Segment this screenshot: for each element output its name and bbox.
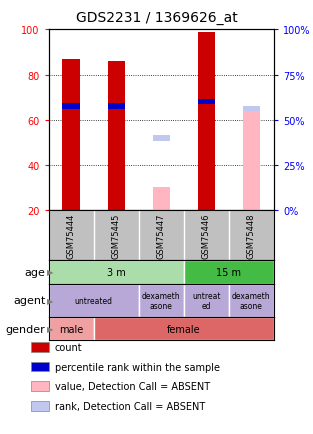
Bar: [139, 284, 184, 317]
Text: age: age: [24, 267, 45, 277]
Bar: [184, 284, 229, 317]
Bar: [153, 188, 170, 210]
Bar: [229, 284, 274, 317]
Text: GSM75444: GSM75444: [67, 213, 75, 258]
Bar: [198, 33, 215, 210]
Text: male: male: [59, 324, 83, 334]
Text: 3 m: 3 m: [107, 267, 126, 277]
Text: dexameth
asone: dexameth asone: [142, 291, 181, 310]
Text: untreated: untreated: [74, 296, 113, 305]
Bar: [49, 317, 94, 341]
Text: GDS2231 / 1369626_at: GDS2231 / 1369626_at: [76, 11, 237, 25]
Bar: [243, 109, 260, 210]
Bar: [49, 284, 139, 317]
Bar: [63, 59, 80, 210]
Text: value, Detection Call = ABSENT: value, Detection Call = ABSENT: [55, 381, 210, 391]
Bar: [108, 62, 125, 210]
Text: ▶: ▶: [47, 268, 54, 277]
Text: ▶: ▶: [47, 296, 54, 305]
Text: count: count: [55, 342, 82, 352]
Text: ▶: ▶: [47, 324, 54, 333]
Bar: [108, 104, 125, 110]
Text: GSM75447: GSM75447: [157, 213, 166, 258]
Text: female: female: [167, 324, 201, 334]
Text: dexameth
asone: dexameth asone: [232, 291, 271, 310]
Bar: [243, 106, 260, 112]
Bar: [63, 104, 80, 110]
Text: GSM75448: GSM75448: [247, 213, 256, 258]
Bar: [153, 136, 170, 141]
Text: agent: agent: [13, 296, 45, 306]
Bar: [49, 260, 184, 284]
Text: GSM75445: GSM75445: [112, 213, 121, 258]
Text: rank, Detection Call = ABSENT: rank, Detection Call = ABSENT: [55, 401, 205, 411]
Text: GSM75446: GSM75446: [202, 213, 211, 258]
Bar: [184, 260, 274, 284]
Text: gender: gender: [6, 324, 45, 334]
Text: 15 m: 15 m: [216, 267, 241, 277]
Bar: [94, 317, 274, 341]
Bar: [198, 100, 215, 105]
Text: percentile rank within the sample: percentile rank within the sample: [55, 362, 220, 372]
Text: untreat
ed: untreat ed: [192, 291, 221, 310]
